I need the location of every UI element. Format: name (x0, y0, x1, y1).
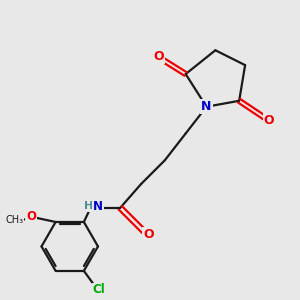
Text: O: O (26, 209, 36, 223)
Text: O: O (154, 50, 164, 63)
Text: N: N (201, 100, 212, 113)
Text: O: O (143, 228, 154, 241)
Text: N: N (93, 200, 103, 213)
Text: O: O (264, 114, 274, 127)
Text: CH₃: CH₃ (6, 215, 24, 226)
Text: H: H (84, 201, 94, 211)
Text: Cl: Cl (92, 283, 105, 296)
